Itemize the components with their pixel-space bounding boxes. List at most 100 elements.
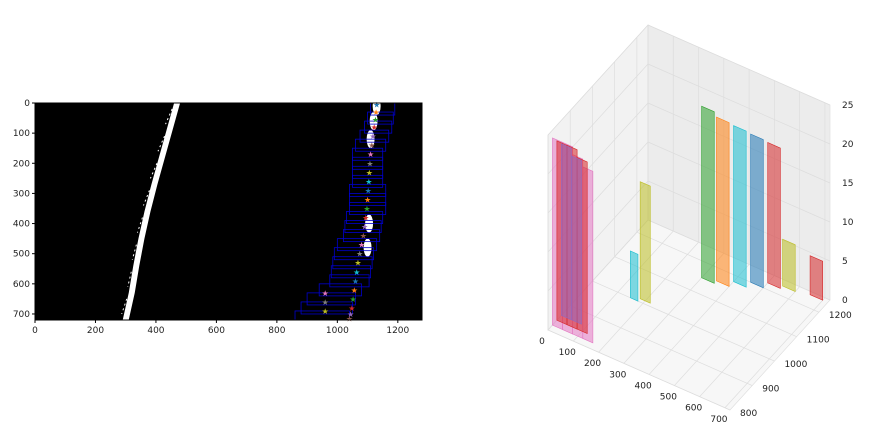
- window-center-star: ★: [353, 268, 360, 277]
- histogram-bar: [733, 125, 747, 288]
- sliding-window: [300, 301, 353, 315]
- sliding-window: [352, 174, 384, 188]
- window-center-star: ★: [361, 223, 368, 232]
- window-center-star: ★: [373, 101, 380, 110]
- window-center-star: ★: [372, 108, 379, 117]
- y-ticks-3d: 800 900 1000 1100 1200: [740, 311, 852, 419]
- histogram-bars: [552, 105, 824, 344]
- left-lane-pixels: [121, 103, 181, 320]
- x-tick-label-3d: 0: [539, 337, 545, 347]
- histogram-bar: [639, 181, 651, 304]
- x-tick-label: 200: [87, 326, 104, 336]
- window-center-star: ★: [371, 123, 378, 132]
- window-center-star: ★: [368, 141, 375, 150]
- window-center-star: ★: [366, 168, 373, 177]
- window-center-star: ★: [360, 232, 367, 241]
- histogram-bar: [571, 155, 582, 325]
- window-center-star: ★: [365, 177, 372, 186]
- sliding-window: [367, 111, 394, 125]
- z-ticks-3d: 0 5 10 15 20 25: [842, 101, 854, 306]
- window-center-star: ★: [356, 250, 363, 259]
- window-center-star: ★: [351, 286, 358, 295]
- sliding-window: [352, 156, 384, 170]
- window-center-star: ★: [364, 195, 371, 204]
- grid-line: [648, 264, 750, 375]
- y-tick-label: 400: [13, 220, 30, 230]
- x-tick-label: 600: [208, 326, 225, 336]
- y-tick-label: 0: [24, 99, 30, 109]
- y-tick-label: 100: [13, 129, 30, 139]
- window-center-star: ★: [322, 298, 329, 307]
- sliding-window: [329, 274, 370, 288]
- window-center-star: ★: [365, 186, 372, 195]
- window-center-star: ★: [354, 259, 361, 268]
- sliding-window: [349, 193, 387, 206]
- x-tick-label-3d: 200: [584, 359, 601, 369]
- z-tick-label-3d: 5: [842, 257, 848, 267]
- window-center-star: ★: [358, 241, 365, 250]
- window-center-star: ★: [372, 116, 379, 125]
- sliding-window: [330, 265, 372, 279]
- y-tick-label-3d: 800: [740, 409, 757, 419]
- x-tick-label-3d: 300: [609, 370, 626, 380]
- grid-line: [647, 63, 831, 145]
- sliding-window: [352, 147, 384, 161]
- z-tick-label-3d: 25: [842, 101, 853, 111]
- x-tick-label: 1200: [386, 326, 409, 336]
- x-ticks-3d: 0 100 200 300 400 500 600 700: [539, 337, 728, 425]
- histogram-bar: [767, 142, 781, 289]
- window-center-star: ★: [362, 214, 369, 223]
- y-tick-label: 700: [13, 310, 30, 320]
- sliding-window: [355, 138, 387, 152]
- z-tick-label-3d: 15: [842, 179, 853, 189]
- window-center-star: ★: [347, 310, 354, 319]
- histogram-bar: [561, 143, 572, 321]
- y-tick-label: 200: [13, 159, 30, 169]
- sliding-window: [333, 247, 375, 261]
- grid-line: [647, 24, 831, 106]
- window-center-star: ★: [322, 307, 329, 316]
- sliding-window: [318, 283, 362, 297]
- x-tick-label: 800: [268, 326, 285, 336]
- z-tick-label-3d: 20: [842, 140, 854, 150]
- y-tick-label-3d: 1200: [829, 311, 852, 321]
- y-tick-label-3d: 900: [762, 385, 779, 395]
- sliding-window: [359, 129, 390, 143]
- window-center-star: ★: [346, 314, 353, 323]
- plot-frame: [34, 102, 423, 321]
- x-tick-label: 400: [147, 326, 164, 336]
- x-tick-label-3d: 500: [660, 393, 677, 403]
- grid-line: [570, 305, 753, 386]
- x-tick-label-3d: 400: [635, 381, 652, 391]
- sliding-window: [344, 220, 382, 233]
- window-centers: ★★★★★★★★★★★★★★★★★★★★★★★★★★★★★: [322, 101, 381, 324]
- histogram-bar: [809, 255, 824, 301]
- right-lane-blob: [372, 97, 381, 116]
- sliding-window: [346, 211, 384, 224]
- window-center-star: ★: [367, 150, 374, 159]
- y-tick-label-3d: 1100: [807, 336, 830, 346]
- z-tick-label-3d: 0: [842, 296, 848, 306]
- x-tick-label-3d: 700: [710, 415, 727, 425]
- sliding-window: [306, 292, 356, 306]
- x-ticks: 0 200 400 600 800 1000 1200: [32, 320, 410, 336]
- window-center-star: ★: [366, 159, 373, 168]
- sliding-window: [332, 256, 373, 270]
- x-tick-label-3d: 100: [559, 348, 576, 358]
- histogram-bar: [716, 116, 730, 287]
- window-center-star: ★: [322, 289, 329, 298]
- window-center-star: ★: [352, 277, 359, 286]
- grid-line: [547, 329, 731, 411]
- histogram-bar: [701, 105, 715, 284]
- window-center-star: ★: [369, 132, 376, 141]
- histogram-bar: [782, 238, 796, 293]
- grid-line: [724, 297, 826, 409]
- left-lane-band: [122, 103, 181, 320]
- x-tick-label: 1000: [326, 326, 349, 336]
- sliding-window: [364, 120, 393, 134]
- y-ticks: 0 100 200 300 400 500 600 700: [13, 99, 35, 320]
- y-tick-label: 300: [13, 189, 30, 199]
- grid-line: [674, 275, 775, 386]
- window-center-star: ★: [363, 204, 370, 213]
- y-tick-label-3d: 1000: [784, 360, 807, 370]
